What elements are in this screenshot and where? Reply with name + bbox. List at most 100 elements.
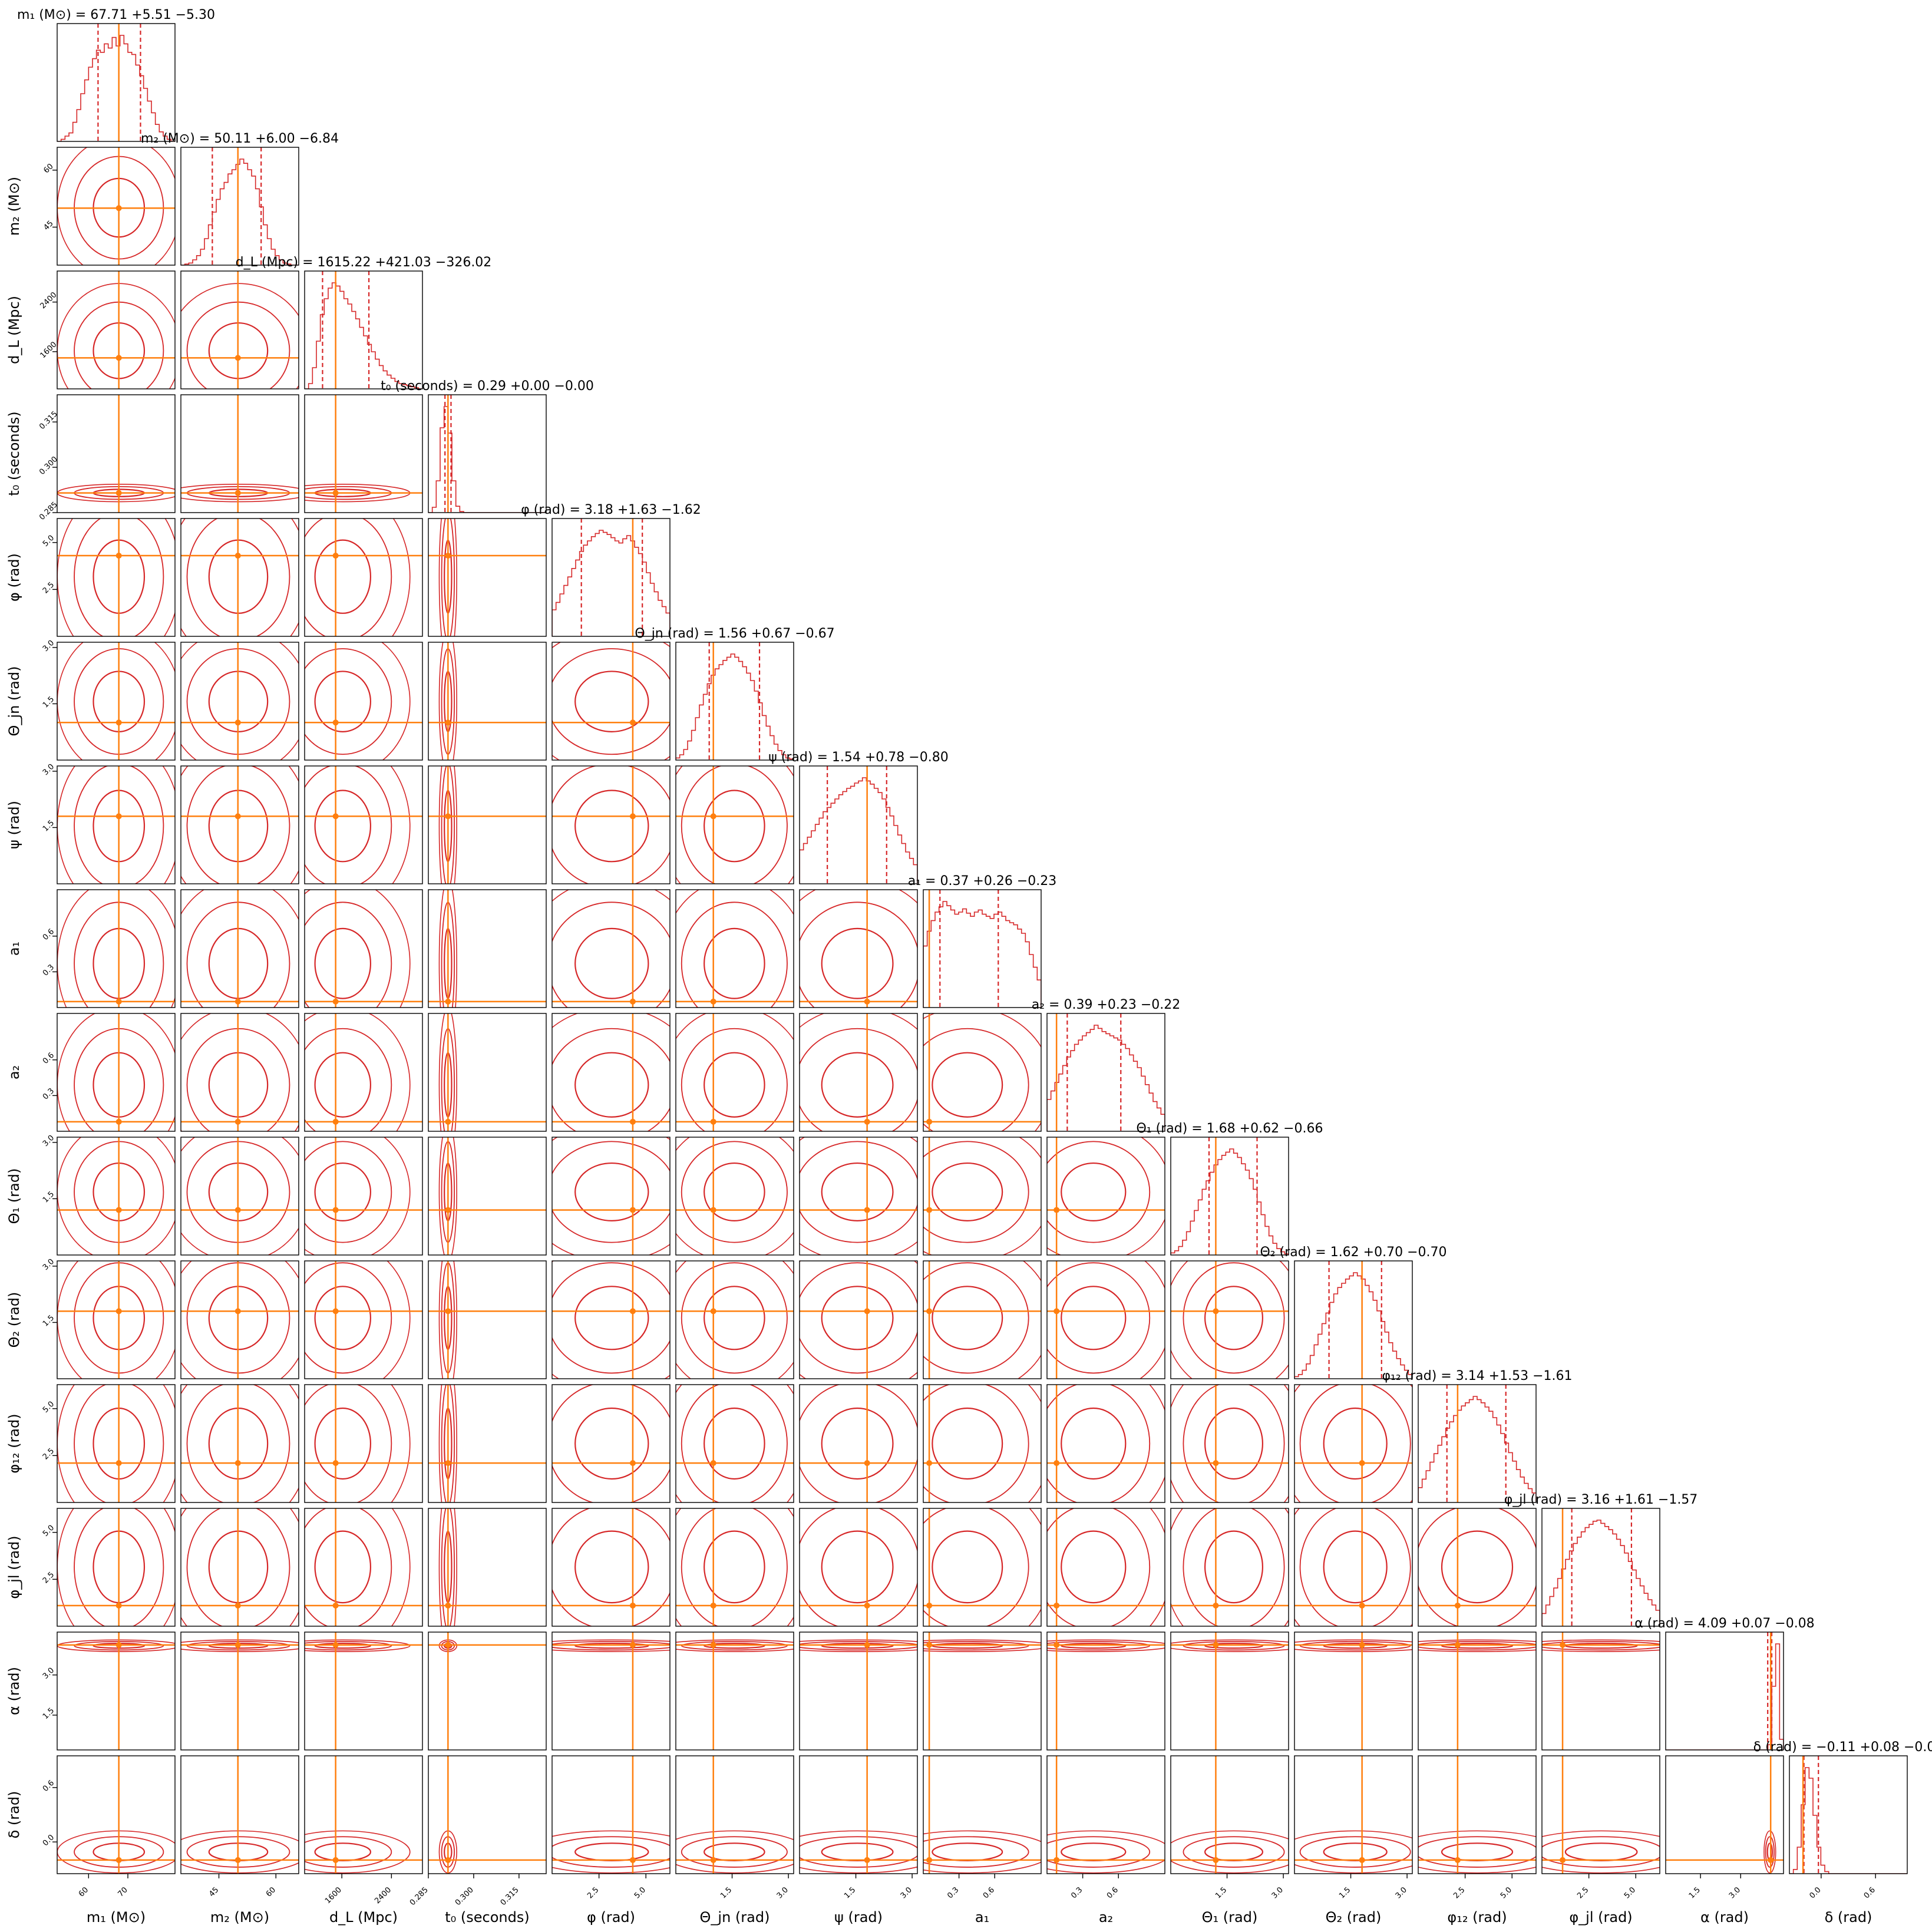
panel-11-4: [551, 1384, 671, 1503]
panel-8-1: [180, 1013, 299, 1132]
truth-point-14-1: [235, 1857, 241, 1863]
truth-point-5-1: [235, 719, 241, 726]
contours-12-2: [305, 1508, 411, 1626]
contours-7-2: [305, 890, 411, 1008]
panel-14-3: [428, 1755, 547, 1874]
contours-6-4: [552, 766, 670, 884]
panel-9-4: [551, 1137, 671, 1256]
xtick-label-14-1: 0.6: [1862, 1885, 1877, 1900]
panel-5-2: [304, 642, 423, 761]
truth-point-10-8: [1053, 1308, 1060, 1315]
panel-9-9: [1170, 1137, 1289, 1256]
panel-9-3: [428, 1137, 547, 1256]
contours-8-6: [800, 1013, 917, 1131]
ytick-label-11-1: 5.0: [41, 1400, 56, 1415]
ytick-label-6-0: 1.5: [41, 818, 56, 833]
xtick-label-14-0: 0.0: [1808, 1885, 1822, 1900]
truth-point-1-0: [115, 205, 122, 212]
panel-12-9: [1170, 1508, 1289, 1627]
truth-point-13-8: [1053, 1642, 1060, 1648]
truth-point-6-5: [710, 813, 716, 820]
truth-point-11-2: [332, 1460, 339, 1467]
histogram-7: [923, 901, 1041, 1008]
ytick-label-10-0: 1.5: [41, 1313, 56, 1328]
xlabel-5: Θ_jn (rad): [700, 1909, 770, 1926]
truth-point-5-2: [332, 719, 339, 726]
panel-6-3: [428, 765, 547, 884]
truth-point-13-3: [445, 1642, 451, 1648]
truth-point-4-2: [332, 553, 339, 559]
truth-point-11-7: [926, 1460, 933, 1467]
truth-point-8-0: [115, 1118, 122, 1125]
contours-11-5: [676, 1385, 794, 1502]
truth-point-12-11: [1454, 1602, 1461, 1609]
ytick-label-3-0: 0.285: [38, 500, 60, 522]
ytick-label-5-0: 1.5: [41, 695, 56, 709]
panel-13-5: [675, 1632, 794, 1751]
diag-title-0: m₁ (M⊙) = 67.71 +5.51 −5.30: [17, 8, 215, 22]
truth-point-3-1: [235, 490, 241, 496]
panel-7-3: [428, 889, 547, 1008]
ylabel-4: φ (rad): [6, 553, 22, 602]
ytick-label-1-0: 45: [42, 219, 55, 232]
truth-point-12-7: [926, 1602, 933, 1609]
truth-point-11-6: [864, 1460, 870, 1467]
panel-8-5: [675, 1013, 794, 1132]
panel-4-4: [551, 518, 671, 637]
xtick-label-6-1: 3.0: [899, 1885, 914, 1900]
truth-point-9-2: [332, 1207, 339, 1213]
xlabel-0: m₁ (M⊙): [87, 1909, 146, 1926]
panel-9-6: [799, 1137, 918, 1256]
contours-12-10: [1294, 1508, 1412, 1626]
panel-2-0: [57, 270, 176, 389]
contours-13-12: [1542, 1639, 1660, 1652]
ytick-label-12-0: 2.5: [41, 1570, 56, 1585]
truth-point-11-8: [1053, 1460, 1060, 1467]
panel-14-10: [1294, 1755, 1413, 1874]
xlabel-12: φ_jl (rad): [1569, 1909, 1632, 1926]
truth-point-14-5: [710, 1857, 716, 1863]
panel-14-14: [1789, 1755, 1908, 1874]
ytick-label-10-1: 3.0: [41, 1257, 56, 1272]
panel-8-4: [551, 1013, 671, 1132]
truth-point-7-5: [710, 998, 716, 1005]
xlabel-1: m₂ (M⊙): [210, 1909, 269, 1926]
xtick-label-9-1: 3.0: [1270, 1885, 1285, 1900]
ytick-label-13-0: 1.5: [41, 1706, 56, 1721]
panel-2-2: [304, 270, 423, 389]
contours-9-7: [923, 1137, 1041, 1255]
panel-6-1: [180, 765, 299, 884]
truth-point-9-4: [629, 1207, 636, 1213]
panel-13-13: [1665, 1632, 1784, 1751]
truth-point-6-0: [115, 813, 122, 820]
ytick-label-3-2: 0.315: [38, 409, 60, 431]
panel-6-0: [57, 765, 176, 884]
ytick-label-7-1: 0.6: [41, 927, 56, 942]
ylabel-13: α (rad): [6, 1667, 22, 1715]
panel-12-8: [1046, 1508, 1165, 1627]
panel-4-2: [304, 518, 423, 637]
truth-point-7-2: [332, 998, 339, 1005]
contours-12-7: [923, 1508, 1041, 1626]
xtick-label-0-1: 70: [117, 1885, 130, 1898]
panel-11-10: [1294, 1384, 1413, 1503]
panel-11-1: [180, 1384, 299, 1503]
diag-title-2: d_L (Mpc) = 1615.22 +421.03 −326.02: [236, 255, 492, 270]
diag-title-3: t₀ (seconds) = 0.29 +0.00 −0.00: [381, 379, 594, 394]
panel-12-3: [428, 1508, 547, 1627]
contours-13-8: [1047, 1639, 1165, 1652]
contours-13-7: [923, 1639, 1041, 1652]
xtick-label-12-0: 2.5: [1576, 1885, 1590, 1900]
panel-9-7: [923, 1137, 1042, 1256]
contours-12-4: [552, 1508, 670, 1626]
panel-7-7: [923, 889, 1042, 1008]
contours-10-7: [923, 1261, 1041, 1379]
truth-point-11-10: [1359, 1460, 1365, 1467]
xtick-label-7-1: 0.6: [982, 1885, 996, 1900]
ytick-label-9-1: 3.0: [41, 1134, 56, 1148]
panel-10-3: [428, 1260, 547, 1379]
truth-point-13-10: [1359, 1642, 1365, 1648]
truth-point-14-8: [1053, 1857, 1060, 1863]
contours-10-5: [676, 1261, 794, 1379]
diag-title-1: m₂ (M⊙) = 50.11 +6.00 −6.84: [141, 131, 339, 146]
